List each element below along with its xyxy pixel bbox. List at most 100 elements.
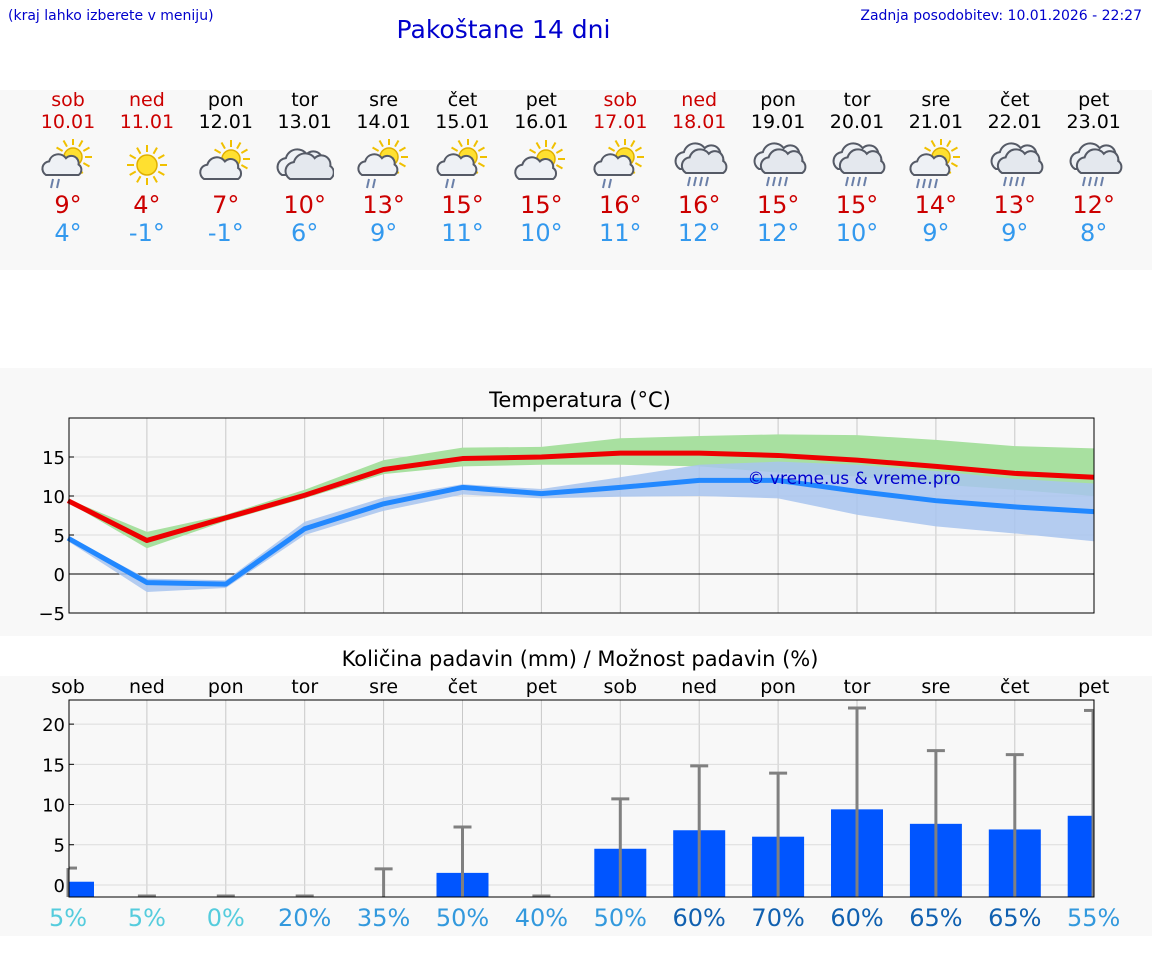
min-temperature: 4°	[54, 219, 82, 247]
day-name: čet	[447, 89, 478, 111]
min-temperature: 12°	[677, 219, 721, 247]
sun-cloud-light-rain-icon	[593, 139, 645, 189]
min-temperature: 9°	[1001, 219, 1029, 247]
forecast-day: čet 22.01 13° 9°	[975, 89, 1055, 247]
precipitation-probability: 5%	[49, 904, 87, 932]
precipitation-tick-label: 5	[54, 836, 65, 857]
sun-cloud-light-rain-icon	[357, 139, 408, 189]
precipitation-probability: 70%	[751, 904, 804, 932]
precipitation-day-label: pon	[760, 676, 796, 698]
day-date: 10.01	[40, 111, 96, 133]
max-temperature: 16°	[599, 191, 642, 219]
precipitation-probability: 50%	[436, 904, 489, 932]
temperature-tick-label: 10	[42, 487, 65, 508]
day-date: 14.01	[356, 111, 411, 133]
forecast-day: sob 10.01 9° 4°	[28, 89, 108, 247]
precipitation-day-label: ned	[681, 676, 717, 698]
day-name: čet	[1000, 89, 1030, 111]
min-temperature: -1°	[207, 219, 244, 247]
forecast-day: tor 13.01 10° 6°	[265, 89, 345, 247]
temperature-chart-title: Temperatura (°C)	[489, 388, 671, 412]
precipitation-tick-label: 10	[42, 796, 65, 817]
forecast-day: pet 16.01 15° 10°	[501, 89, 581, 247]
day-date: 20.01	[829, 111, 885, 133]
precipitation-chart-title: Količina padavin (mm) / Možnost padavin …	[341, 647, 819, 671]
precipitation-bar	[1067, 815, 1094, 897]
forecast-day: sob 17.01 16° 11°	[580, 89, 660, 247]
max-temperature: 4°	[133, 191, 161, 219]
day-date: 13.01	[277, 111, 332, 133]
day-date: 12.01	[198, 111, 253, 133]
day-name: ned	[128, 89, 165, 111]
day-name: sre	[369, 89, 399, 111]
min-temperature: 12°	[756, 219, 800, 247]
day-date: 11.01	[119, 111, 175, 133]
page-title: Pakoštane 14 dni	[396, 15, 611, 44]
min-temperature: 11°	[441, 219, 484, 247]
min-temperature: 8°	[1080, 219, 1108, 247]
precipitation-day-label: čet	[1000, 676, 1030, 698]
precipitation-day-label: pon	[208, 676, 244, 698]
max-temperature: 16°	[677, 191, 721, 219]
temperature-tick-label: 15	[42, 448, 65, 469]
cloud-rain-icon	[990, 142, 1044, 187]
precipitation-probability: 50%	[594, 904, 647, 932]
cloud-icon	[276, 148, 334, 180]
precipitation-day-label: pet	[1078, 676, 1109, 698]
day-name: pon	[760, 89, 796, 111]
precipitation-probability: 55%	[1067, 904, 1120, 932]
precipitation-day-label: sob	[51, 676, 85, 698]
min-temperature: 9°	[369, 219, 398, 247]
max-temperature: 15°	[756, 191, 800, 219]
forecast-day: pon 12.01 7° -1°	[186, 89, 266, 247]
temperature-tick-label: 0	[54, 565, 65, 586]
forecast-day: tor 20.01 15° 10°	[817, 89, 897, 247]
day-name: tor	[291, 89, 319, 111]
precipitation-probability: 20%	[278, 904, 331, 932]
day-date: 23.01	[1066, 111, 1121, 133]
min-temperature: 6°	[291, 219, 319, 247]
cloud-rain-icon	[753, 142, 807, 187]
temperature-tick-label: 5	[54, 526, 65, 547]
precipitation-tick-label: 0	[54, 876, 65, 897]
precipitation-day-label: sre	[921, 676, 950, 698]
precipitation-day-label: sob	[604, 676, 638, 698]
day-date: 22.01	[987, 111, 1042, 133]
sun-cloud-rain-icon	[909, 139, 960, 189]
precipitation-day-label: pet	[526, 676, 557, 698]
precipitation-probability: 60%	[830, 904, 883, 932]
forecast-day: pon 19.01 15° 12°	[738, 89, 818, 247]
watermark-text: © vreme.us & vreme.pro	[747, 469, 960, 489]
precipitation-probability: 60%	[673, 904, 726, 932]
precipitation-probability: 5%	[128, 904, 166, 932]
precipitation-plot-frame	[68, 699, 1095, 898]
max-temperature: 12°	[1072, 191, 1115, 219]
day-name: sob	[51, 89, 85, 111]
precipitation-probability: 35%	[357, 904, 410, 932]
day-date: 15.01	[435, 111, 490, 133]
forecast-day: sre 21.01 14° 9°	[896, 89, 976, 247]
forecast-day: ned 18.01 16° 12°	[659, 89, 739, 247]
precipitation-tick-label: 15	[42, 755, 65, 776]
forecast-day: pet 23.01 12° 8°	[1054, 89, 1134, 247]
precipitation-day-label: ned	[129, 676, 165, 698]
max-temperature: 15°	[441, 191, 484, 219]
precipitation-day-label: tor	[291, 676, 318, 698]
day-date: 21.01	[908, 111, 964, 133]
day-name: sre	[921, 89, 951, 111]
max-temperature: 13°	[362, 191, 405, 219]
precipitation-day-label: sre	[369, 676, 398, 698]
min-temperature-range	[68, 461, 1094, 592]
min-temperature: 10°	[835, 219, 879, 247]
forecast-day: ned 11.01 4° -1°	[107, 89, 187, 247]
forecast-strip	[0, 90, 1152, 270]
temperature-tick-label: −5	[38, 604, 65, 625]
precipitation-probability: 40%	[515, 904, 568, 932]
forecast-day: sre 14.01 13° 9°	[344, 89, 424, 247]
max-temperature: 7°	[212, 191, 240, 219]
temperature-plot-frame	[68, 417, 1095, 614]
day-name: sob	[603, 89, 638, 111]
day-name: ned	[681, 89, 718, 111]
